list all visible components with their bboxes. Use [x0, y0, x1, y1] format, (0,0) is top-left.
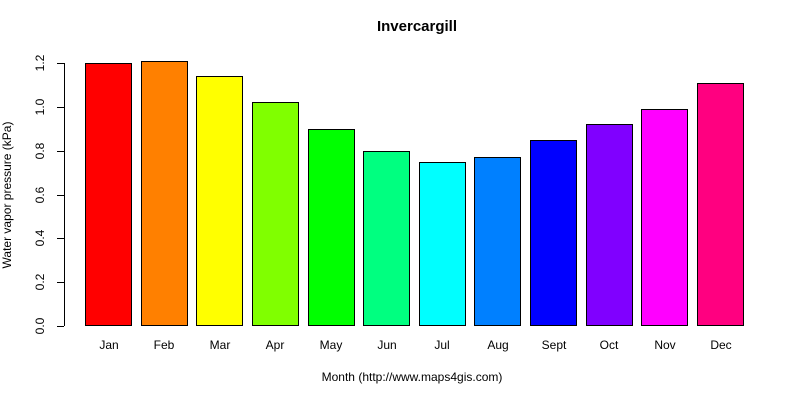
y-tick-mark	[57, 238, 64, 239]
bar-may	[308, 129, 355, 326]
bar-mar	[196, 76, 243, 326]
x-tick-label-aug: Aug	[487, 338, 509, 352]
y-tick-label: 0.4	[33, 229, 47, 247]
x-tick-label-sept: Sept	[541, 338, 567, 352]
bar-oct	[586, 124, 633, 326]
y-tick-mark	[57, 63, 64, 64]
y-tick-mark	[57, 195, 64, 196]
bar-jul	[419, 162, 466, 326]
x-tick-label-oct: Oct	[599, 338, 619, 352]
x-tick-label-jan: Jan	[99, 338, 119, 352]
x-tick-label-mar: Mar	[209, 338, 231, 352]
y-tick-mark	[57, 107, 64, 108]
chart-title: Invercargill	[376, 18, 458, 35]
bar-aug	[474, 157, 521, 326]
y-tick-mark	[57, 151, 64, 152]
y-tick-label: 1.0	[33, 98, 47, 116]
x-tick-label-nov: Nov	[654, 338, 676, 352]
y-axis-title: Water vapor pressure (kPa)	[0, 121, 14, 269]
y-tick-label: 0.2	[33, 273, 47, 291]
y-tick-mark	[57, 326, 64, 327]
bar-jun	[363, 151, 410, 326]
bar-feb	[141, 61, 188, 326]
bar-sept	[530, 140, 577, 326]
y-tick-label: 0.0	[33, 317, 47, 335]
bar-nov	[641, 109, 688, 326]
y-tick-label: 0.6	[33, 186, 47, 203]
bar-apr	[252, 102, 299, 326]
bar-jan	[85, 63, 132, 326]
bar-dec	[697, 83, 744, 326]
x-tick-label-apr: Apr	[265, 338, 285, 352]
x-tick-label-jun: Jun	[377, 338, 397, 352]
x-tick-label-may: May	[319, 338, 343, 352]
y-tick-label: 1.2	[33, 54, 47, 72]
x-tick-label-feb: Feb	[153, 338, 175, 352]
x-tick-label-jul: Jul	[434, 338, 450, 352]
x-tick-label-dec: Dec	[710, 338, 732, 352]
y-tick-label: 0.8	[33, 142, 47, 159]
x-axis-title: Month (http://www.maps4gis.com)	[321, 370, 503, 384]
y-tick-mark	[57, 282, 64, 283]
y-axis-line	[64, 63, 65, 326]
